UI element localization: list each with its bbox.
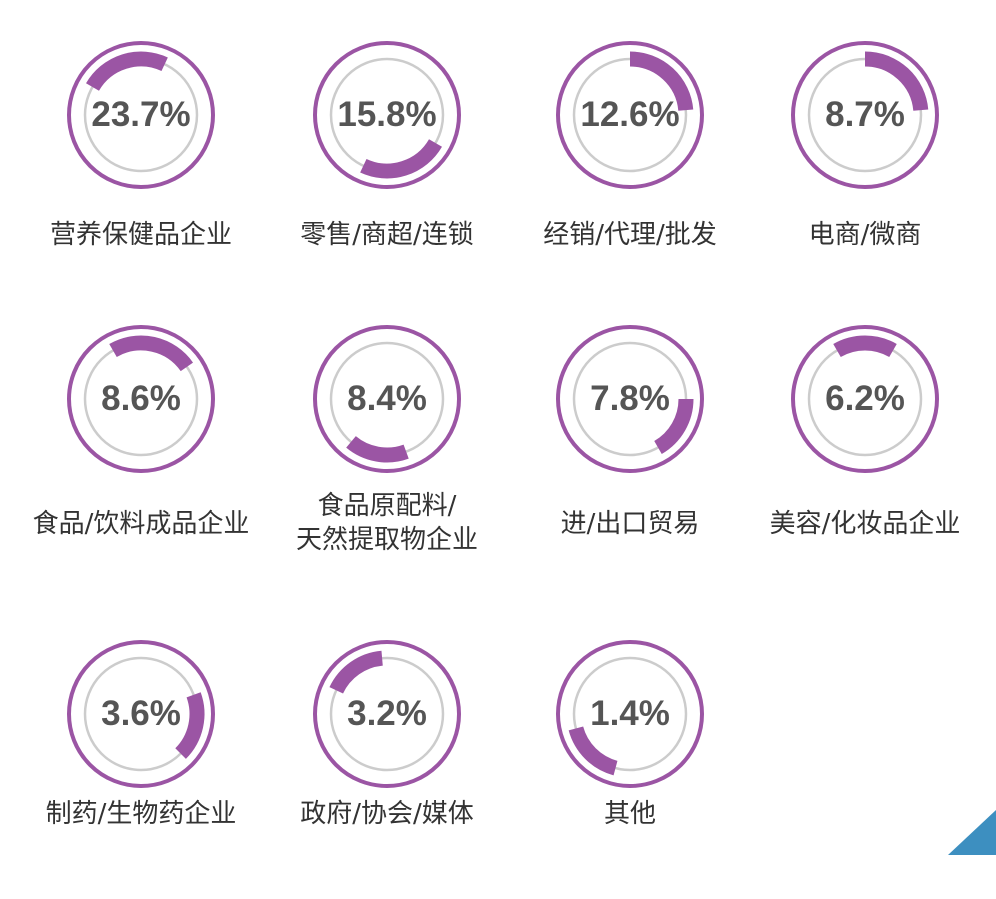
value-arc [86, 51, 168, 92]
percentage-value: 8.6% [101, 379, 181, 418]
value-arc [629, 51, 694, 112]
donut-ring: 1.4% [555, 639, 705, 789]
donut-svg [313, 41, 461, 189]
percentage-value: 8.4% [347, 379, 427, 418]
category-label: 经销/代理/批发 [543, 220, 717, 250]
donut-svg [67, 41, 215, 189]
category-item: 12.6% 经销/代理/批发 [505, 40, 755, 300]
category-item: 6.2% 美容/化妆品企业 [740, 324, 990, 584]
value-arc [175, 692, 205, 759]
donut-ring: 8.7% [790, 40, 940, 190]
percentage-value: 1.4% [590, 694, 670, 733]
inner-track [572, 656, 688, 772]
outer-ring [67, 640, 215, 788]
donut-svg [67, 325, 215, 473]
outer-ring [556, 640, 704, 788]
donut-ring: 7.8% [555, 324, 705, 474]
outer-ring [313, 325, 461, 473]
category-item: 15.8% 零售/商超/连锁 [262, 40, 512, 300]
category-item: 8.6% 食品/饮料成品企业 [16, 324, 266, 584]
category-label: 零售/商超/连锁 [300, 220, 474, 250]
outer-ring [313, 41, 461, 189]
donut-ring: 12.6% [555, 40, 705, 190]
category-label: 其他 [603, 799, 656, 829]
donut-ring: 15.8% [312, 40, 462, 190]
category-item: 3.6% 制药/生物药企业 [16, 639, 266, 899]
donut-svg [556, 41, 704, 189]
donut-svg [791, 325, 939, 473]
donut-ring: 6.2% [790, 324, 940, 474]
donut-svg [67, 640, 215, 788]
donut-ring: 3.2% [312, 639, 462, 789]
donut-grid-chart: 23.7% 营养保健品企业 15.8% 零售/商超/连锁 12.6% 经销/代理/批发 8.… [16, 40, 990, 829]
category-label: 食品/饮料成品企业 [32, 509, 250, 539]
inner-track [329, 656, 445, 772]
donut-ring: 8.6% [66, 324, 216, 474]
donut-ring: 23.7% [66, 40, 216, 190]
outer-ring [791, 325, 939, 473]
value-arc [864, 51, 929, 112]
category-item: 23.7% 营养保健品企业 [16, 40, 266, 300]
category-item: 3.2% 政府/协会/媒体 [262, 639, 512, 899]
outer-ring [556, 41, 704, 189]
donut-ring: 3.6% [66, 639, 216, 789]
outer-ring [67, 325, 215, 473]
percentage-value: 6.2% [825, 379, 905, 418]
outer-ring [313, 640, 461, 788]
category-item: 1.4% 其他 [505, 639, 755, 899]
category-label: 营养保健品企业 [49, 220, 232, 250]
category-item: 7.8% 进/出口贸易 [505, 324, 755, 584]
donut-svg [556, 325, 704, 473]
category-label: 进/出口贸易 [560, 509, 700, 539]
value-arc [360, 138, 442, 179]
value-arc [833, 335, 897, 358]
value-arc [653, 398, 694, 454]
percentage-value: 7.8% [590, 379, 670, 418]
value-arc [109, 335, 194, 372]
category-item: 8.7% 电商/微商 [740, 40, 990, 300]
donut-svg [313, 325, 461, 473]
category-label: 制药/生物药企业 [45, 799, 237, 829]
outer-ring [791, 41, 939, 189]
percentage-value: 8.7% [825, 95, 905, 134]
category-label: 食品原配料/天然提取物企业 [295, 491, 478, 555]
donut-svg [791, 41, 939, 189]
percentage-value: 3.2% [347, 694, 427, 733]
category-label: 政府/协会/媒体 [300, 799, 474, 829]
outer-ring [67, 41, 215, 189]
percentage-value: 23.7% [91, 95, 191, 134]
percentage-value: 3.6% [101, 694, 181, 733]
outer-ring [556, 325, 704, 473]
category-label: 电商/微商 [808, 220, 922, 250]
category-item: 8.4% 食品原配料/天然提取物企业 [262, 324, 512, 584]
value-arc [568, 726, 618, 776]
value-arc [329, 650, 384, 694]
donut-ring: 8.4% [312, 324, 462, 474]
donut-svg [313, 640, 461, 788]
percentage-value: 12.6% [580, 95, 680, 134]
category-label: 美容/化妆品企业 [769, 509, 961, 539]
donut-svg [556, 640, 704, 788]
value-arc [346, 435, 409, 463]
percentage-value: 15.8% [337, 95, 437, 134]
